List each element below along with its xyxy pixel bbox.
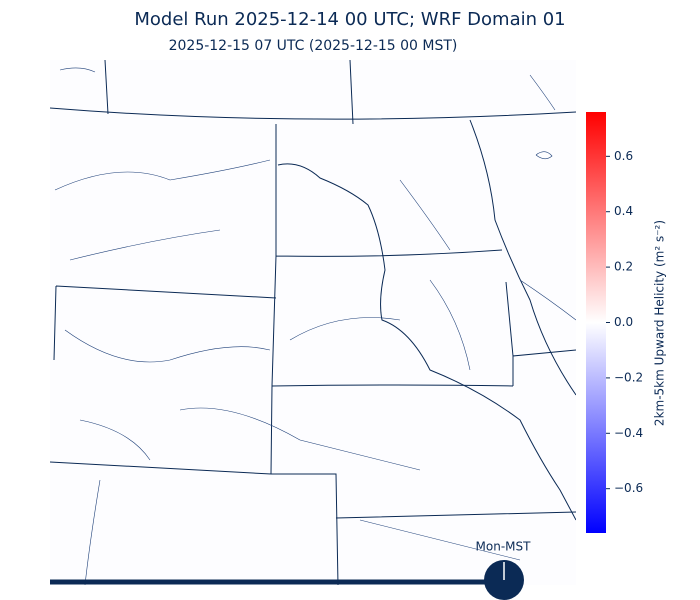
map: [50, 60, 576, 585]
colorbar-label: 2km-5km Upward Helicity (m² s⁻²): [653, 220, 667, 426]
colorbar-tick-label: 0.4: [614, 204, 633, 218]
colorbar-tick-label: 0.6: [614, 149, 633, 163]
colorbar-tick-label: 0.0: [614, 315, 633, 329]
colorbar-tick-label: −0.4: [614, 426, 643, 440]
colorbar-tick-label: −0.6: [614, 481, 643, 495]
colorbar: [586, 112, 606, 533]
colorbar-tick-label: 0.2: [614, 260, 633, 274]
title: Model Run 2025-12-14 00 UTC; WRF Domain …: [134, 9, 565, 30]
subtitle: 2025-12-15 07 UTC (2025-12-15 00 MST): [169, 38, 458, 54]
timeline-label: Mon-MST: [476, 540, 532, 554]
colorbar-tick-label: −0.2: [614, 370, 643, 384]
